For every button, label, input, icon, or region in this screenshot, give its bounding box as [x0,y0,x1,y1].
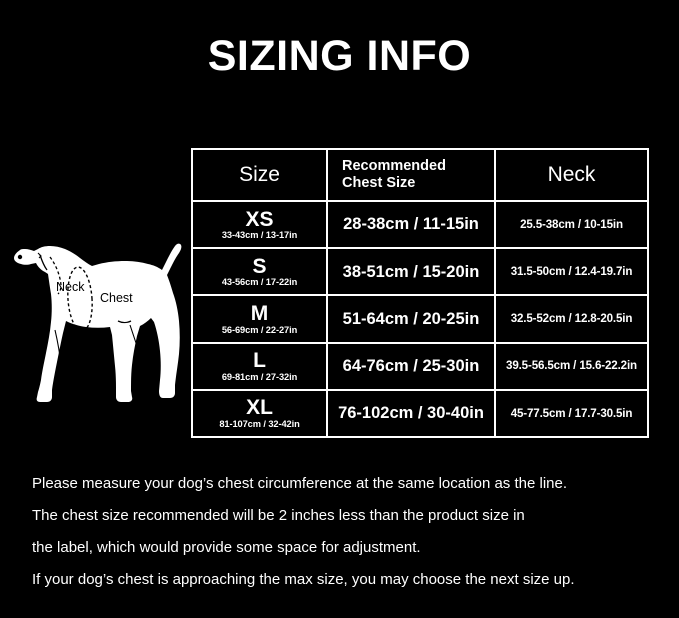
cell-size: S 43-56cm / 17-22in [193,249,326,294]
cell-size: M 56-69cm / 22-27in [193,296,326,341]
neck-value: 25.5-38cm / 10-15in [520,217,623,231]
note-line: Please measure your dog’s chest circumfe… [32,474,568,492]
chest-value: 38-51cm / 15-20in [342,262,480,281]
cell-neck: 39.5-56.5cm / 15.6-22.2in [494,343,647,389]
dog-silhouette-icon [14,243,182,402]
size-range: 81-107cm / 32-42in [219,418,300,429]
table-row: S 43-56cm / 17-22in 38-51cm / 15-20in 31… [193,247,647,295]
column-header-size-label: Size [239,163,280,186]
note-line: If your dog’s chest is approaching the m… [32,570,575,588]
table-row: XS 33-43cm / 13-17in 28-38cm / 11-15in 2… [193,200,647,248]
cell-neck: 25.5-38cm / 10-15in [494,202,647,248]
column-header-size: Size [193,150,326,200]
neck-value: 32.5-52cm / 12.8-20.5in [510,312,633,326]
size-range: 43-56cm / 17-22in [221,277,298,288]
table-row: M 56-69cm / 22-27in 51-64cm / 20-25in 32… [193,294,647,342]
size-name: XL [246,396,273,420]
size-range: 56-69cm / 22-27in [221,324,298,335]
sizing-table: Size Recommended Chest Size Neck XS 33-4… [191,148,649,438]
chest-value: 28-38cm / 11-15in [343,215,479,234]
cell-chest: 64-76cm / 25-30in [326,343,494,389]
cell-neck: 45-77.5cm / 17.7-30.5in [494,390,647,436]
dog-illustration: Neck Chest [8,225,188,410]
cell-size: XS 33-43cm / 13-17in [193,202,326,247]
dog-neck-label: Neck [56,280,85,294]
note-line: the label, which would provide some spac… [32,538,421,556]
size-range: 69-81cm / 27-32in [221,371,298,382]
size-name: M [250,302,269,326]
column-header-chest-line2: Chest Size [342,175,416,191]
cell-chest: 28-38cm / 11-15in [326,202,494,248]
neck-value: 45-77.5cm / 17.7-30.5in [510,406,633,420]
column-header-chest-label: Recommended Chest Size [332,158,490,192]
size-name: XS [245,207,274,231]
neck-value: 31.5-50cm / 12.4-19.7in [510,264,633,278]
size-name: S [252,254,267,278]
size-name: L [253,349,266,373]
column-header-neck-label: Neck [547,163,596,186]
cell-size: L 69-81cm / 27-32in [193,344,326,389]
table-row: L 69-81cm / 27-32in 64-76cm / 25-30in 39… [193,341,647,389]
chest-value: 51-64cm / 20-25in [342,309,480,328]
dog-chest-label: Chest [100,291,133,305]
chest-value: 76-102cm / 30-40in [338,404,484,423]
cell-neck: 32.5-52cm / 12.8-20.5in [494,296,647,342]
table-header-row: Size Recommended Chest Size Neck [193,150,647,200]
cell-chest: 38-51cm / 15-20in [326,249,494,295]
cell-neck: 31.5-50cm / 12.4-19.7in [494,249,647,295]
size-range: 33-43cm / 13-17in [221,230,298,241]
note-line: The chest size recommended will be 2 inc… [32,506,525,524]
column-header-chest-line1: Recommended [342,157,446,174]
cell-chest: 76-102cm / 30-40in [326,390,494,436]
column-header-neck: Neck [494,150,647,200]
cell-chest: 51-64cm / 20-25in [326,296,494,342]
table-row: XL 81-107cm / 32-42in 76-102cm / 30-40in… [193,388,647,436]
neck-value: 39.5-56.5cm / 15.6-22.2in [506,359,637,373]
column-header-chest: Recommended Chest Size [326,150,494,200]
cell-size: XL 81-107cm / 32-42in [193,391,326,436]
notes-block: Please measure your dog’s chest circumfe… [32,467,652,595]
page-title: SIZING INFO [207,32,472,80]
chest-value: 64-76cm / 25-30in [342,356,480,375]
